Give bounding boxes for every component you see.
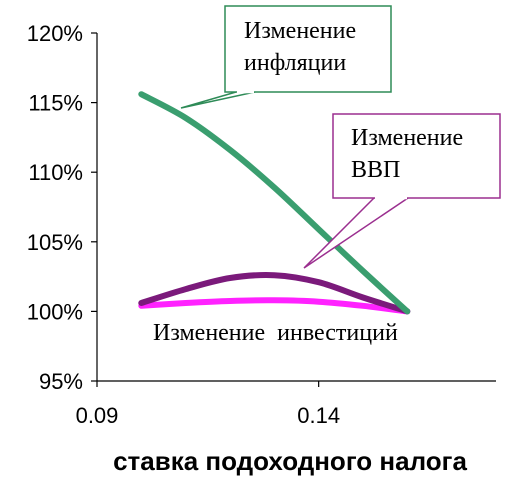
series-labels: Изменение инфляции Изменение ВВП Изменение и… (153, 5, 501, 346)
investment-label: Изменение инвестиций (153, 320, 398, 346)
inflation-callout-text: инфляции (244, 50, 346, 76)
x-tick-label: 0.14 (297, 403, 340, 428)
y-tick-label: 110% (28, 160, 83, 185)
inflation-callout-text: Изменение (244, 18, 356, 44)
inflation-callout-pointer (180, 91, 256, 109)
series-line-investment (138, 297, 411, 315)
y-tick-label: 105% (27, 230, 83, 255)
inflation-callout-box (224, 5, 392, 93)
series-line-gdp (138, 272, 411, 315)
gdp-callout-text: ВВП (351, 157, 400, 183)
series-line-inflation (138, 91, 411, 315)
gdp-callout-text: Изменение (351, 125, 463, 151)
gdp-callout-box (332, 113, 501, 199)
x-tick-label: 0.09 (76, 403, 119, 428)
y-tick-label: 115% (28, 91, 83, 116)
axes: 95% 100% 105% 110% 115% 120% 0.09 0.14 (27, 21, 496, 428)
y-tick-label: 120% (27, 21, 83, 46)
gdp-callout-pointer (303, 197, 409, 269)
x-axis-label: ставка подоходного налога (113, 446, 467, 476)
series-lines (138, 91, 411, 315)
y-tick-label: 100% (27, 299, 83, 324)
y-tick-label: 95% (39, 369, 83, 394)
